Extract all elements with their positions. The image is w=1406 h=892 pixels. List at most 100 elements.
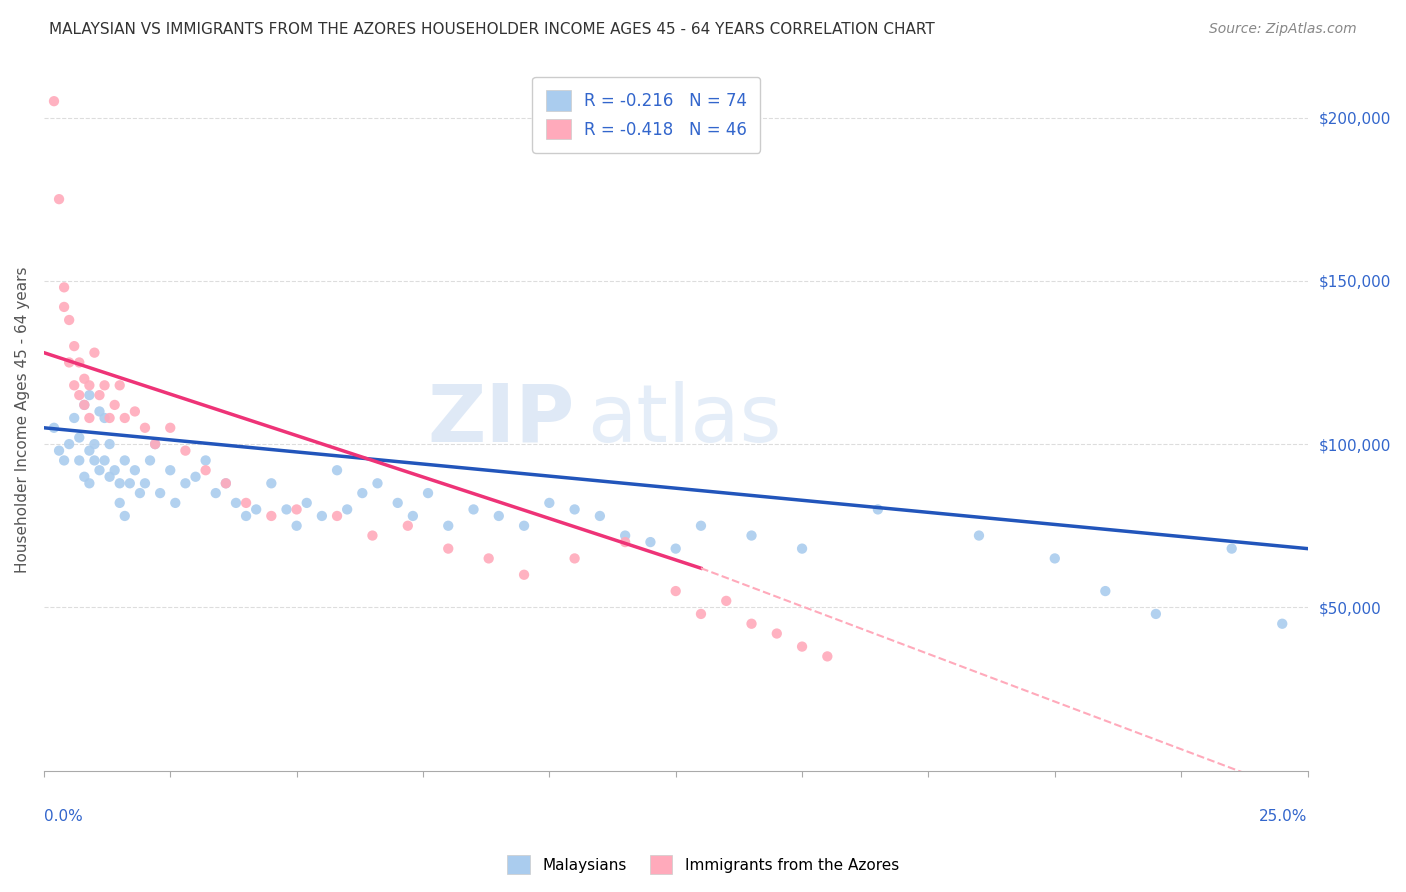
Point — [79, 378, 101, 392]
Point — [143, 437, 166, 451]
Point — [790, 541, 813, 556]
Point — [665, 541, 688, 556]
Point — [48, 192, 70, 206]
Point — [93, 453, 115, 467]
Point — [174, 476, 197, 491]
Point — [89, 404, 111, 418]
Point — [174, 443, 197, 458]
Point — [139, 453, 162, 467]
Point — [165, 496, 187, 510]
Point — [614, 528, 637, 542]
Point — [104, 398, 127, 412]
Point — [114, 453, 136, 467]
Point — [215, 476, 238, 491]
Point — [564, 502, 586, 516]
Point — [538, 496, 561, 510]
Point — [513, 567, 536, 582]
Point — [79, 443, 101, 458]
Text: Source: ZipAtlas.com: Source: ZipAtlas.com — [1209, 22, 1357, 37]
Point — [690, 518, 713, 533]
Point — [790, 640, 813, 654]
Point — [58, 313, 80, 327]
Point — [159, 463, 181, 477]
Point — [366, 476, 388, 491]
Point — [124, 463, 146, 477]
Point — [67, 355, 90, 369]
Point — [1271, 616, 1294, 631]
Point — [326, 508, 349, 523]
Point — [564, 551, 586, 566]
Point — [815, 649, 838, 664]
Point — [437, 541, 460, 556]
Point — [204, 486, 226, 500]
Point — [42, 421, 65, 435]
Point — [42, 94, 65, 108]
Point — [1220, 541, 1243, 556]
Point — [67, 431, 90, 445]
Point — [129, 486, 152, 500]
Point — [114, 411, 136, 425]
Point — [108, 378, 131, 392]
Point — [53, 453, 76, 467]
Point — [513, 518, 536, 533]
Point — [73, 469, 96, 483]
Point — [98, 469, 121, 483]
Point — [149, 486, 172, 500]
Point — [260, 476, 283, 491]
Point — [53, 280, 76, 294]
Point — [194, 453, 217, 467]
Point — [741, 616, 763, 631]
Point — [387, 496, 409, 510]
Point — [93, 378, 115, 392]
Point — [416, 486, 439, 500]
Text: ZIP: ZIP — [427, 381, 575, 458]
Point — [690, 607, 713, 621]
Point — [1144, 607, 1167, 621]
Text: MALAYSIAN VS IMMIGRANTS FROM THE AZORES HOUSEHOLDER INCOME AGES 45 - 64 YEARS CO: MALAYSIAN VS IMMIGRANTS FROM THE AZORES … — [49, 22, 935, 37]
Point — [866, 502, 889, 516]
Point — [665, 584, 688, 599]
Point — [285, 518, 308, 533]
Point — [124, 404, 146, 418]
Point — [285, 502, 308, 516]
Point — [89, 463, 111, 477]
Point — [67, 453, 90, 467]
Point — [83, 345, 105, 359]
Point — [93, 411, 115, 425]
Point — [89, 388, 111, 402]
Y-axis label: Householder Income Ages 45 - 64 years: Householder Income Ages 45 - 64 years — [15, 267, 30, 573]
Legend: R = -0.216   N = 74, R = -0.418   N = 46: R = -0.216 N = 74, R = -0.418 N = 46 — [533, 77, 761, 153]
Point — [967, 528, 990, 542]
Point — [765, 626, 787, 640]
Text: 25.0%: 25.0% — [1260, 809, 1308, 824]
Point — [1043, 551, 1066, 566]
Point — [352, 486, 374, 500]
Point — [73, 398, 96, 412]
Point — [488, 508, 510, 523]
Point — [215, 476, 238, 491]
Point — [295, 496, 318, 510]
Point — [134, 476, 156, 491]
Point — [1094, 584, 1116, 599]
Point — [108, 496, 131, 510]
Point — [53, 300, 76, 314]
Point — [73, 372, 96, 386]
Point — [73, 398, 96, 412]
Point — [235, 508, 257, 523]
Point — [67, 388, 90, 402]
Point — [463, 502, 485, 516]
Point — [83, 453, 105, 467]
Point — [58, 355, 80, 369]
Point — [640, 535, 662, 549]
Point — [79, 411, 101, 425]
Point — [79, 388, 101, 402]
Point — [108, 476, 131, 491]
Point — [184, 469, 207, 483]
Point — [245, 502, 267, 516]
Point — [114, 508, 136, 523]
Point — [143, 437, 166, 451]
Point — [614, 535, 637, 549]
Point — [63, 378, 86, 392]
Point — [336, 502, 359, 516]
Point — [361, 528, 384, 542]
